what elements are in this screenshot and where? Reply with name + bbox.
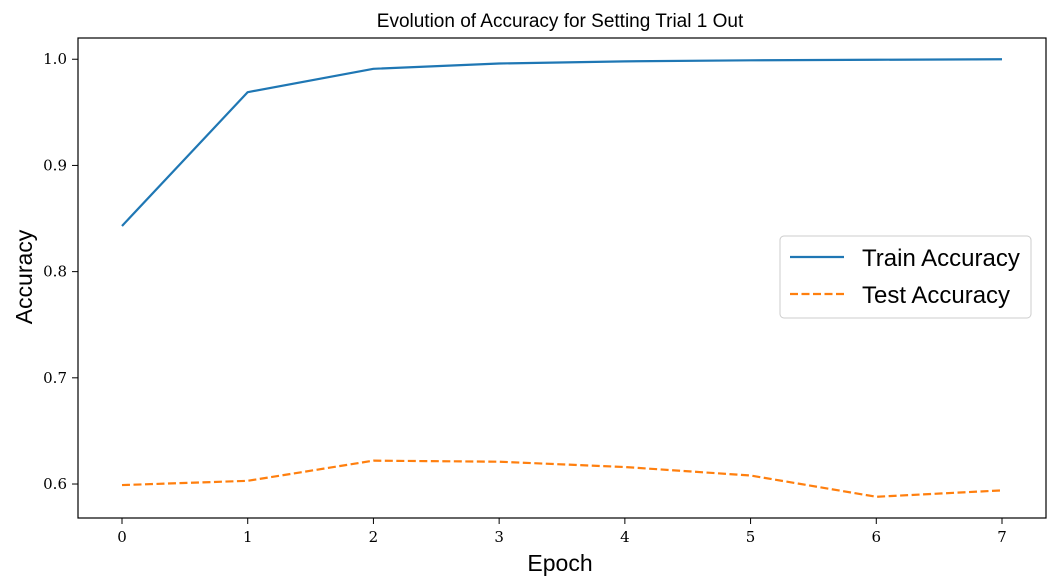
x-tick-label: 1	[243, 528, 253, 546]
chart-title: Evolution of Accuracy for Setting Trial …	[377, 11, 744, 32]
x-tick-label: 2	[369, 528, 379, 546]
x-tick-label: 0	[117, 528, 127, 546]
series-line-test-accuracy	[121, 459, 1003, 498]
series-line-train-accuracy	[121, 58, 1003, 227]
legend-label-test-accuracy: Test Accuracy	[862, 282, 1010, 309]
y-tick-label: 0.8	[43, 263, 67, 281]
legend: Train Accuracy Test Accuracy	[779, 235, 1032, 319]
y-tick-label: 0.7	[43, 369, 67, 387]
y-tick-label: 0.6	[43, 475, 67, 493]
x-tick-label: 4	[620, 528, 630, 546]
y-tick-label: 0.9	[43, 156, 67, 174]
x-tick-label: 5	[746, 528, 756, 546]
plot-frame	[77, 37, 1047, 519]
x-axis-label: Epoch	[527, 550, 592, 576]
x-tick-label: 7	[997, 528, 1007, 546]
y-tick-label: 1.0	[43, 50, 67, 68]
legend-label-train-accuracy: Train Accuracy	[862, 245, 1020, 272]
y-axis-label: Accuracy	[11, 229, 37, 324]
plot-series	[121, 58, 1003, 498]
x-tick-label: 3	[494, 528, 504, 546]
x-tick-label: 6	[872, 528, 882, 546]
axes: 0 1 2 3 4 5 6 7 0.6 0.7 0.8 0.9 1.0	[43, 37, 1047, 546]
